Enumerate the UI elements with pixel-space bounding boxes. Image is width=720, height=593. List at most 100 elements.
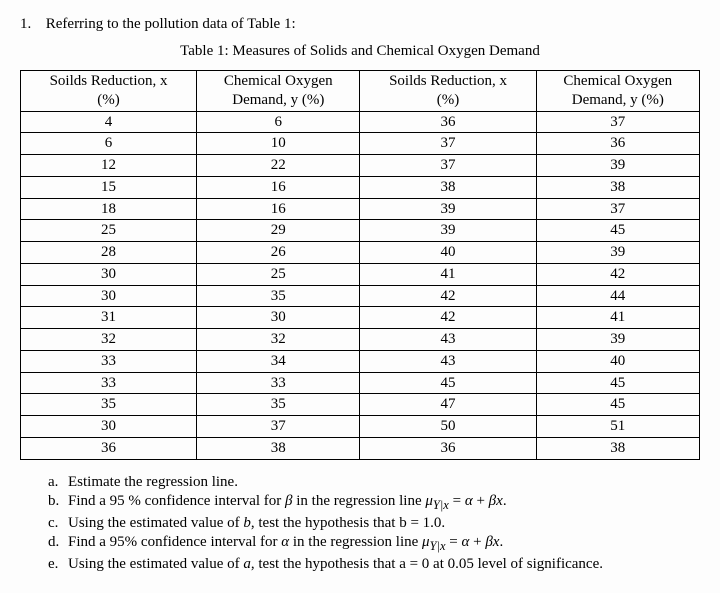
table-cell: 45 — [536, 372, 699, 394]
table-cell: 43 — [360, 350, 536, 372]
table-cell: 25 — [21, 220, 197, 242]
data-table: Soilds Reduction, x (%) Chemical Oxygen … — [20, 70, 700, 460]
table-cell: 18 — [21, 198, 197, 220]
table-cell: 39 — [536, 155, 699, 177]
table-cell: 38 — [197, 437, 360, 459]
table-row: 36383638 — [21, 437, 700, 459]
table-cell: 45 — [360, 372, 536, 394]
table-cell: 47 — [360, 394, 536, 416]
question-number: 1. — [20, 16, 42, 33]
table-cell: 33 — [197, 372, 360, 394]
table-cell: 42 — [536, 263, 699, 285]
table-cell: 41 — [360, 263, 536, 285]
col1-header: Soilds Reduction, x (%) — [21, 71, 197, 112]
table-cell: 6 — [21, 133, 197, 155]
table-row: 18163937 — [21, 198, 700, 220]
table-cell: 42 — [360, 285, 536, 307]
sub-a: a. Estimate the regression line. — [48, 474, 700, 491]
table-cell: 50 — [360, 416, 536, 438]
table-row: 25293945 — [21, 220, 700, 242]
table-cell: 39 — [360, 198, 536, 220]
sub-text: Find a 95% confidence interval for α in … — [68, 534, 700, 554]
table-cell: 45 — [536, 220, 699, 242]
table-cell: 36 — [360, 111, 536, 133]
table-cell: 34 — [197, 350, 360, 372]
table-cell: 30 — [21, 263, 197, 285]
sub-label: d. — [48, 534, 68, 554]
table-row: 30375051 — [21, 416, 700, 438]
table-cell: 16 — [197, 176, 360, 198]
table-cell: 37 — [360, 155, 536, 177]
table-row: 12223739 — [21, 155, 700, 177]
table-caption: Table 1: Measures of Solids and Chemical… — [20, 43, 700, 60]
sub-questions: a. Estimate the regression line. b. Find… — [20, 474, 700, 573]
sub-d: d. Find a 95% confidence interval for α … — [48, 534, 700, 554]
table-cell: 38 — [536, 437, 699, 459]
table-row: 30354244 — [21, 285, 700, 307]
question-text: Referring to the pollution data of Table… — [46, 16, 296, 32]
sub-label: e. — [48, 556, 68, 573]
table-cell: 36 — [360, 437, 536, 459]
table-cell: 42 — [360, 307, 536, 329]
table-row: 463637 — [21, 111, 700, 133]
table-cell: 32 — [21, 329, 197, 351]
table-cell: 37 — [536, 111, 699, 133]
sub-label: c. — [48, 515, 68, 532]
table-row: 28264039 — [21, 242, 700, 264]
table-cell: 25 — [197, 263, 360, 285]
table-cell: 40 — [536, 350, 699, 372]
sub-e: e. Using the estimated value of a, test … — [48, 556, 700, 573]
table-cell: 32 — [197, 329, 360, 351]
table-cell: 37 — [197, 416, 360, 438]
table-cell: 30 — [21, 416, 197, 438]
table-cell: 43 — [360, 329, 536, 351]
table-cell: 30 — [197, 307, 360, 329]
table-cell: 15 — [21, 176, 197, 198]
sub-text: Estimate the regression line. — [68, 474, 700, 491]
table-cell: 37 — [536, 198, 699, 220]
table-cell: 51 — [536, 416, 699, 438]
table-cell: 22 — [197, 155, 360, 177]
sub-b: b. Find a 95 % confidence interval for β… — [48, 493, 700, 513]
table-row: 33344340 — [21, 350, 700, 372]
question-line: 1. Referring to the pollution data of Ta… — [20, 16, 700, 33]
table-row: 33334545 — [21, 372, 700, 394]
sub-label: b. — [48, 493, 68, 513]
table-row: 35354745 — [21, 394, 700, 416]
sub-label: a. — [48, 474, 68, 491]
table-cell: 39 — [536, 329, 699, 351]
table-row: 6103736 — [21, 133, 700, 155]
table-cell: 40 — [360, 242, 536, 264]
sub-text: Using the estimated value of b, test the… — [68, 515, 700, 532]
table-cell: 39 — [360, 220, 536, 242]
table-cell: 30 — [21, 285, 197, 307]
table-cell: 29 — [197, 220, 360, 242]
table-cell: 6 — [197, 111, 360, 133]
table-cell: 31 — [21, 307, 197, 329]
table-cell: 35 — [197, 394, 360, 416]
sub-text: Find a 95 % confidence interval for β in… — [68, 493, 700, 513]
col2-header: Chemical Oxygen Demand, y (%) — [197, 71, 360, 112]
table-cell: 45 — [536, 394, 699, 416]
sub-text: Using the estimated value of a, test the… — [68, 556, 700, 573]
table-row: 31304241 — [21, 307, 700, 329]
table-cell: 33 — [21, 372, 197, 394]
table-cell: 16 — [197, 198, 360, 220]
table-row: 30254142 — [21, 263, 700, 285]
table-row: 15163838 — [21, 176, 700, 198]
table-cell: 35 — [21, 394, 197, 416]
table-cell: 12 — [21, 155, 197, 177]
table-cell: 28 — [21, 242, 197, 264]
table-cell: 33 — [21, 350, 197, 372]
table-cell: 4 — [21, 111, 197, 133]
table-cell: 41 — [536, 307, 699, 329]
table-cell: 36 — [21, 437, 197, 459]
table-cell: 37 — [360, 133, 536, 155]
table-cell: 35 — [197, 285, 360, 307]
table-row: 32324339 — [21, 329, 700, 351]
table-cell: 10 — [197, 133, 360, 155]
table-cell: 38 — [536, 176, 699, 198]
table-cell: 39 — [536, 242, 699, 264]
table-cell: 36 — [536, 133, 699, 155]
table-cell: 26 — [197, 242, 360, 264]
